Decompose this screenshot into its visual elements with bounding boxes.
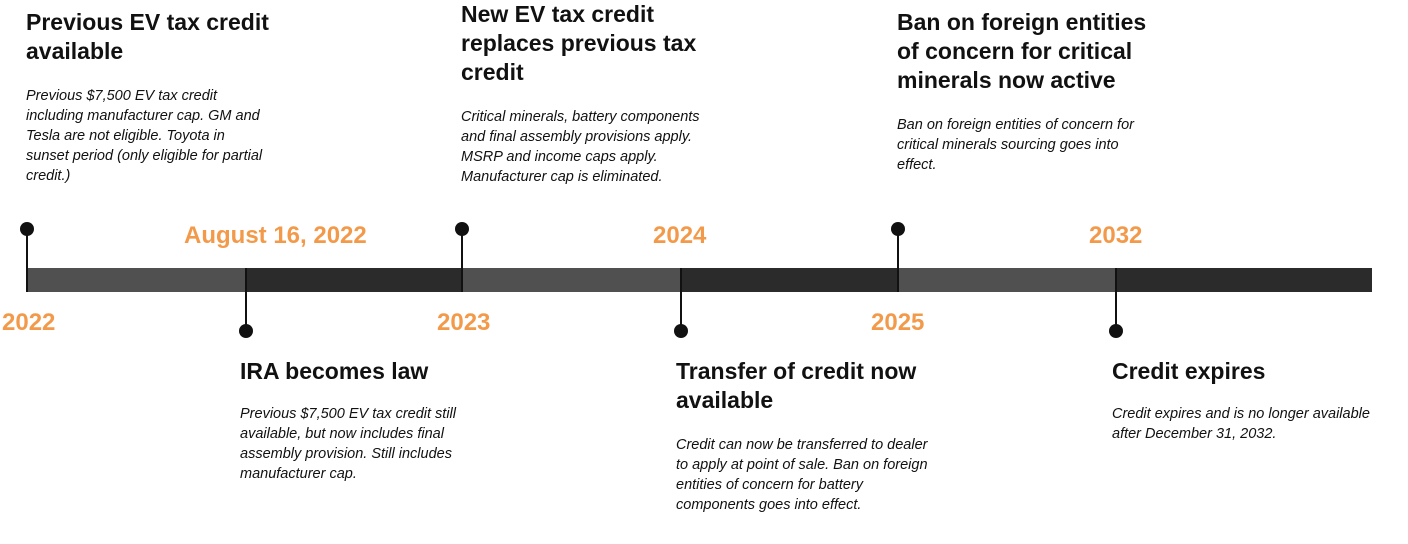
event-description: Critical minerals, battery components an…	[461, 109, 700, 185]
timeline-segment-4	[681, 268, 898, 292]
timeline-segment-5	[898, 268, 1116, 292]
event-title: IRA becomes law	[240, 358, 429, 384]
marker-dot-3	[455, 222, 469, 236]
event-foreign-ban: Ban on foreign entities of concern for c…	[897, 8, 1162, 175]
event-description: Previous $7,500 EV tax credit including …	[26, 88, 263, 184]
event-transfer-credit: Transfer of credit now available Credit …	[676, 357, 936, 515]
event-description: Ban on foreign entities of concern for c…	[897, 117, 1134, 173]
event-title: Ban on foreign entities of concern for c…	[897, 9, 1147, 93]
marker-stem-4	[680, 268, 682, 331]
marker-dot-4	[674, 324, 688, 338]
marker-stem-1	[26, 229, 28, 292]
marker-stem-5	[897, 229, 899, 292]
date-label-2025: 2025	[871, 309, 925, 336]
timeline-segment-1	[26, 268, 246, 292]
event-title: New EV tax credit replaces previous tax …	[461, 1, 697, 85]
event-previous-credit: Previous EV tax credit available Previou…	[26, 8, 286, 186]
marker-dot-5	[891, 222, 905, 236]
marker-dot-1	[20, 222, 34, 236]
marker-dot-6	[1109, 324, 1123, 338]
event-new-credit: New EV tax credit replaces previous tax …	[461, 0, 716, 187]
timeline-segment-2	[246, 268, 462, 292]
date-label-2023: 2023	[437, 309, 491, 336]
marker-stem-6	[1115, 268, 1117, 331]
event-description: Credit expires and is no longer availabl…	[1112, 406, 1370, 442]
marker-dot-2	[239, 324, 253, 338]
event-title: Credit expires	[1112, 358, 1266, 384]
date-label-2022: 2022	[2, 309, 56, 336]
event-ira-law: IRA becomes law Previous $7,500 EV tax c…	[240, 357, 500, 484]
timeline-segment-6	[1116, 268, 1372, 292]
date-label-2024: 2024	[653, 222, 707, 249]
marker-stem-2	[245, 268, 247, 331]
event-description: Previous $7,500 EV tax credit still avai…	[240, 406, 456, 482]
event-credit-expires: Credit expires Credit expires and is no …	[1112, 357, 1392, 444]
date-label-aug-2022: August 16, 2022	[184, 222, 367, 249]
timeline-segment-3	[462, 268, 681, 292]
marker-stem-3	[461, 229, 463, 292]
date-label-2032: 2032	[1089, 222, 1143, 249]
event-description: Credit can now be transferred to dealer …	[676, 437, 928, 513]
event-title: Previous EV tax credit available	[26, 9, 269, 64]
event-title: Transfer of credit now available	[676, 358, 917, 413]
